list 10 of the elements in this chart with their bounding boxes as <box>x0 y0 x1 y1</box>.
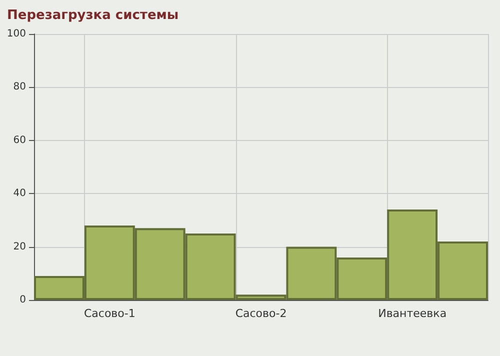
x-tick-label: Ивантеевка <box>378 307 447 320</box>
x-tick-label: Сасово-1 <box>84 307 136 320</box>
chart-title: Перезагрузка системы <box>7 8 179 23</box>
y-tick-label: 40 <box>13 188 26 200</box>
y-tick-label: 60 <box>13 134 26 146</box>
y-tick-label: 20 <box>13 241 26 252</box>
y-tick-label: 100 <box>6 28 26 40</box>
y-tick-label: 80 <box>13 82 26 93</box>
y-tick-label: 0 <box>20 294 26 306</box>
x-tick-label: Сасово-2 <box>235 307 287 320</box>
